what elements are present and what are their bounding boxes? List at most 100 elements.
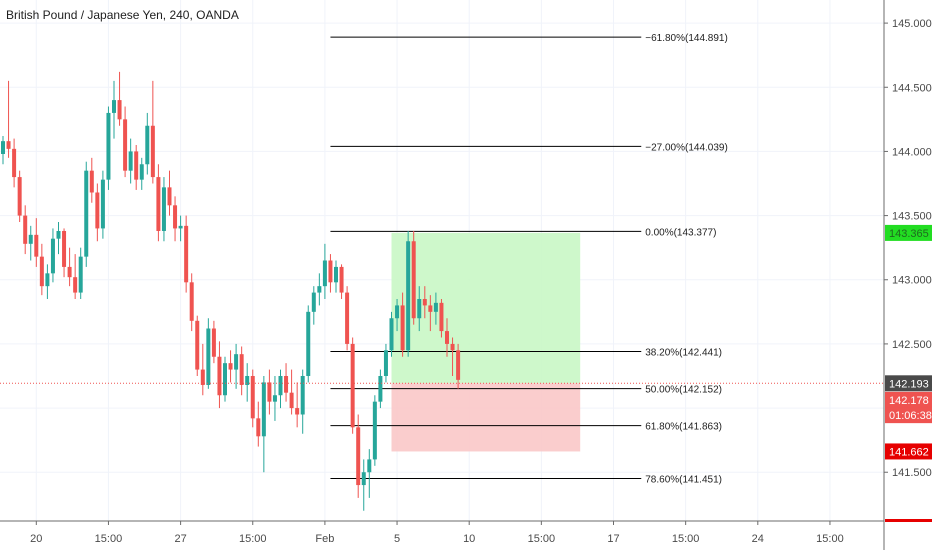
candle-body: [334, 266, 338, 283]
candle-body: [12, 148, 17, 178]
candle-body: [95, 192, 100, 229]
candle-body: [206, 328, 211, 385]
candle-body: [378, 375, 383, 402]
candle-body: [345, 292, 350, 344]
candle-body: [28, 234, 33, 244]
fibonacci-retracement[interactable]: −61.80%(144.891) −27.00%(144.039) 0.00%(14…: [330, 33, 728, 486]
time-axis-label: 20: [30, 533, 42, 545]
fib-level-label: 78.60%(141.451): [645, 475, 722, 486]
price-tag-label: 143.365: [889, 228, 929, 240]
time-axis-label: 24: [752, 533, 764, 545]
chart-title: British Pound / Japanese Yen, 240, OANDA: [6, 8, 239, 22]
loss-zone: [391, 383, 581, 452]
long-position-tool[interactable]: [391, 232, 581, 452]
candle-body: [156, 177, 161, 231]
price-axis-label: 144.000: [892, 146, 932, 158]
time-axis-label: 17: [607, 533, 619, 545]
candle-body: [134, 151, 139, 180]
time-axis-label: 15:00: [528, 533, 556, 545]
fib-level-label: 38.20%(142.441): [645, 347, 722, 358]
candle-body: [161, 187, 166, 231]
candle-body: [6, 141, 11, 149]
price-tag-label: 142.193: [889, 378, 929, 390]
candle-body: [184, 225, 189, 283]
candle-body: [389, 318, 394, 351]
price-axis-label: 142.500: [892, 339, 932, 351]
fib-level-label: −61.80%(144.891): [645, 33, 728, 44]
candle-body: [339, 266, 344, 293]
candle-body: [1, 141, 5, 154]
candle-body: [317, 286, 322, 293]
candle-body: [295, 408, 300, 415]
candle-body: [422, 298, 427, 306]
candle-body: [62, 230, 67, 267]
candle-body: [350, 343, 355, 428]
candle-body: [50, 238, 55, 274]
candle-body: [211, 328, 216, 357]
candle-body: [433, 302, 438, 312]
candle-body: [306, 311, 311, 376]
candle-body: [200, 369, 205, 385]
time-axis-label: 10: [463, 533, 475, 545]
time-axis-label: 15:00: [816, 533, 844, 545]
time-axis-label: 27: [174, 533, 186, 545]
candle-body: [278, 375, 283, 396]
candle-body: [167, 187, 172, 206]
candle-body: [372, 401, 377, 460]
time-axis-label: 15:00: [239, 533, 267, 545]
candle-body: [173, 205, 178, 229]
candle-body: [245, 375, 250, 385]
candle-body: [223, 363, 227, 396]
candle-body: [150, 125, 155, 178]
candle-body: [400, 305, 405, 351]
candle-body: [195, 320, 200, 370]
price-tag-background: [885, 375, 932, 392]
price-tag-background: [885, 443, 932, 460]
candle-body: [445, 331, 449, 344]
candle-body: [89, 170, 94, 193]
candle-body: [67, 266, 72, 278]
candle-body: [311, 292, 316, 312]
candle-body: [267, 382, 272, 402]
candle-body: [300, 375, 305, 415]
time-axis-label: 15:00: [95, 533, 123, 545]
price-tag-background: [885, 224, 932, 241]
axis-corner-marker: [885, 519, 932, 522]
candle-body: [34, 234, 39, 257]
price-tag-background: [885, 391, 932, 408]
profit-zone: [391, 232, 581, 384]
candle-body: [56, 230, 61, 239]
candle-body: [39, 256, 44, 287]
candle-body: [100, 179, 105, 229]
candle-body: [395, 305, 400, 319]
candle-body: [250, 375, 255, 419]
time-axis-label: 15:00: [672, 533, 700, 545]
price-tag-label: 01:06:38: [889, 410, 932, 422]
time-axis-background: [0, 521, 884, 550]
candle-body: [84, 170, 89, 257]
candle-body: [289, 392, 294, 409]
candle-body: [217, 356, 222, 396]
fib-level-label: −27.00%(144.039): [645, 142, 728, 153]
price-tags: 143.365 142.193 142.178 01:06:38 141.662: [885, 224, 932, 460]
price-axis-label: 143.500: [892, 211, 932, 223]
candle-body: [123, 119, 128, 171]
price-axis-label: 143.000: [892, 275, 932, 287]
candle-body: [284, 375, 289, 393]
candle-body: [73, 277, 78, 293]
candle-body: [228, 363, 233, 370]
candle-body: [272, 395, 277, 402]
candle-body: [367, 459, 372, 473]
candle-body: [117, 100, 122, 120]
candle-body: [112, 100, 116, 113]
price-axis-label: 144.500: [892, 82, 932, 94]
candle-body: [322, 260, 327, 287]
candle-body: [383, 350, 388, 376]
fib-level-label: 50.00%(142.152): [645, 385, 722, 396]
time-axis-label: Feb: [315, 533, 334, 545]
candle-body: [356, 427, 361, 486]
price-axis-label: 141.500: [892, 467, 932, 479]
fib-level-label: 61.80%(141.863): [645, 422, 722, 433]
